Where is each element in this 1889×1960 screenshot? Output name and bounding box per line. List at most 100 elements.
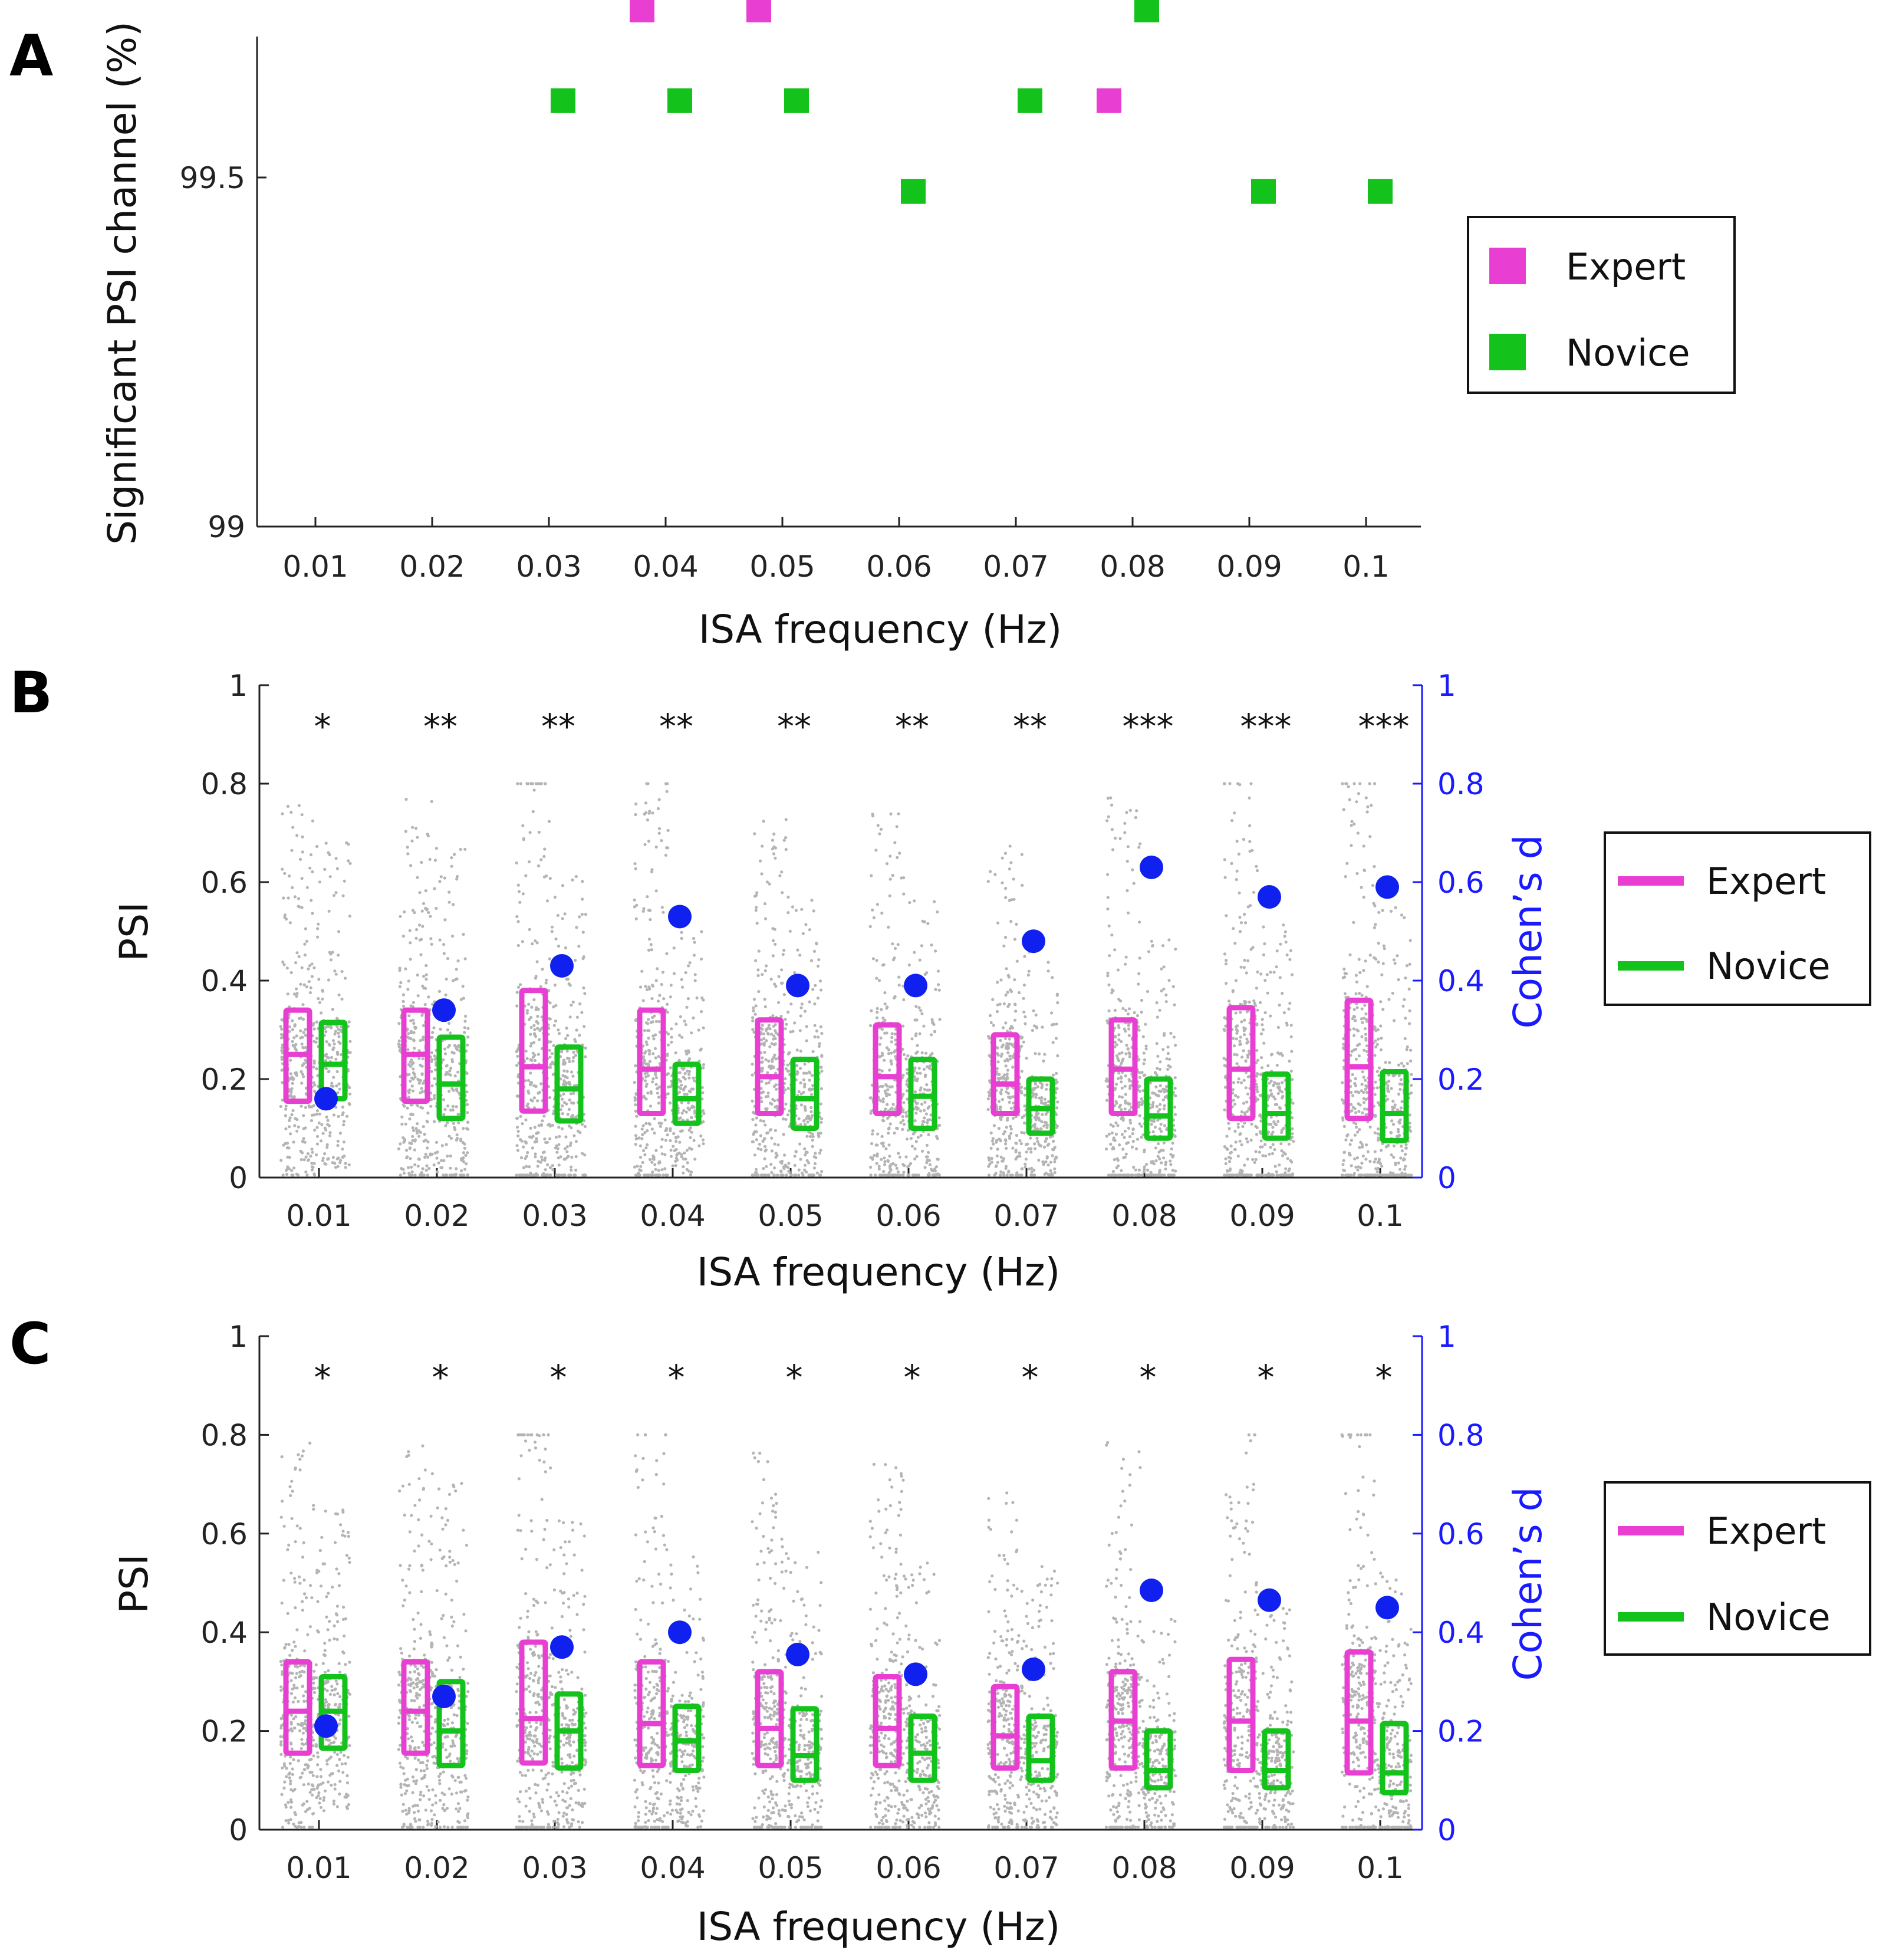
data-point [409, 1064, 413, 1068]
data-point [1232, 1081, 1236, 1084]
data-point [656, 967, 659, 971]
data-point [901, 1127, 904, 1131]
data-point [1263, 1173, 1268, 1177]
data-point [539, 1160, 542, 1164]
data-point [341, 1147, 344, 1151]
data-point [315, 1109, 320, 1113]
data-point [284, 1142, 287, 1145]
data-point [298, 857, 302, 861]
data-point [661, 971, 664, 974]
data-point [1171, 985, 1175, 988]
data-point [529, 1015, 533, 1019]
data-point [1127, 1141, 1130, 1145]
data-point [1253, 1160, 1256, 1164]
data-point [419, 1173, 423, 1176]
data-point [913, 1157, 917, 1161]
data-point [644, 1122, 648, 1125]
data-point [582, 955, 585, 959]
data-point [818, 979, 822, 983]
data-point [442, 1098, 446, 1101]
data-point [1223, 1064, 1226, 1067]
data-point [578, 1002, 582, 1006]
data-point [1009, 861, 1013, 864]
data-point [1004, 896, 1008, 899]
data-point [803, 1085, 807, 1088]
data-point [915, 1018, 919, 1022]
data-point [1252, 999, 1256, 1002]
data-point [583, 1124, 587, 1129]
data-point [901, 1073, 905, 1077]
data-point [890, 1032, 894, 1035]
data-point [654, 889, 658, 893]
data-point [438, 938, 442, 942]
data-point [1361, 1021, 1364, 1024]
data-point [1003, 1059, 1007, 1063]
data-point [648, 1157, 652, 1162]
y2-tick-label: 0 [1437, 1161, 1456, 1195]
data-point [690, 1147, 693, 1151]
data-point [986, 1035, 990, 1038]
data-point [813, 1162, 817, 1166]
data-point [663, 1153, 667, 1156]
data-point [1254, 1124, 1258, 1128]
data-point [883, 1058, 886, 1062]
data-point [800, 907, 804, 911]
data-point [1171, 1142, 1174, 1145]
data-point [654, 1149, 658, 1152]
data-point [798, 1142, 802, 1146]
data-point [335, 1025, 339, 1028]
data-point [1246, 1092, 1250, 1096]
data-point [315, 1134, 320, 1138]
data-point [1173, 1003, 1176, 1007]
data-point [1106, 907, 1110, 911]
data-point [1013, 1018, 1017, 1022]
data-point [654, 1056, 657, 1060]
y2-tick-label: 0.8 [1437, 767, 1485, 801]
data-point [1237, 1077, 1240, 1081]
data-point [773, 1142, 776, 1146]
data-point [440, 1159, 443, 1162]
data-point [1234, 1094, 1238, 1097]
data-point [820, 1031, 824, 1035]
data-point [642, 907, 646, 910]
data-point [660, 1168, 664, 1172]
data-point [462, 997, 466, 1000]
data-point [542, 1173, 546, 1177]
data-point [557, 1156, 560, 1160]
data-point [299, 982, 302, 986]
data-point [530, 1005, 534, 1009]
data-point [291, 1081, 294, 1085]
data-point [421, 1057, 424, 1061]
data-point [934, 949, 937, 953]
data-point [284, 1114, 287, 1117]
data-point [570, 1165, 573, 1169]
data-point [1015, 959, 1019, 963]
data-point [301, 1140, 304, 1143]
data-point [1034, 1127, 1038, 1131]
data-point [1134, 815, 1138, 820]
data-point [550, 930, 554, 933]
data-point [342, 1140, 346, 1144]
data-point [634, 1173, 637, 1177]
data-point [1352, 1034, 1356, 1037]
data-point [307, 1158, 311, 1162]
data-point [905, 1137, 909, 1141]
data-point [802, 1090, 805, 1094]
data-point [683, 1151, 686, 1155]
data-point [459, 1137, 463, 1141]
data-point [580, 1011, 584, 1014]
data-point [1008, 1037, 1011, 1041]
data-point [300, 1070, 303, 1074]
data-point [777, 975, 781, 978]
data-point [515, 1144, 519, 1147]
data-point [330, 1084, 333, 1088]
data-point [1350, 824, 1353, 827]
data-point [1128, 1087, 1131, 1090]
data-point [682, 1171, 685, 1175]
data-point [314, 1040, 318, 1044]
data-point [544, 782, 547, 785]
data-point [1281, 1081, 1284, 1084]
data-point [332, 1076, 335, 1079]
data-point [348, 1040, 352, 1043]
